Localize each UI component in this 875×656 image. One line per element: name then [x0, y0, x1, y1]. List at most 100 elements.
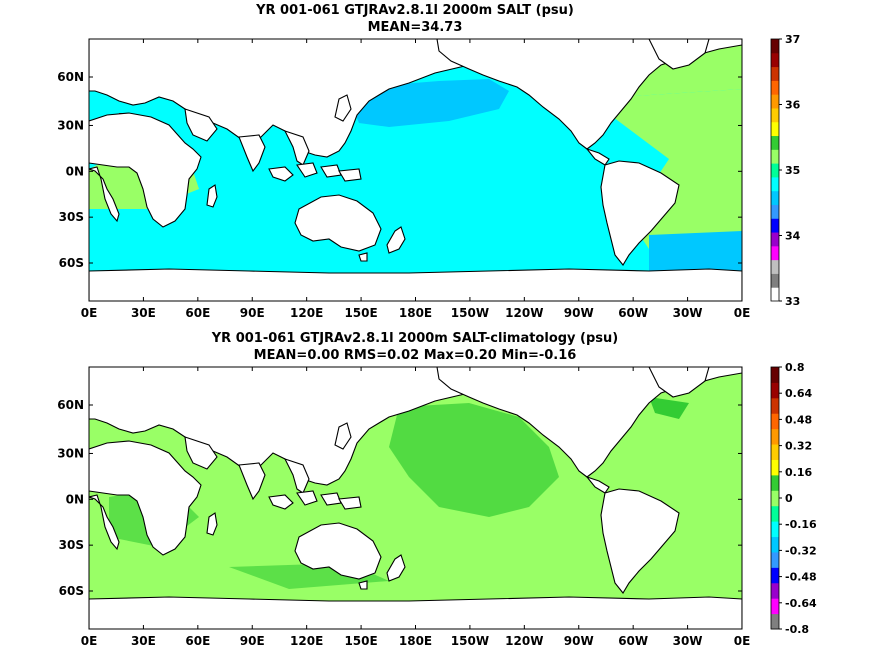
colorbar-swatch [771, 567, 779, 584]
colorbar-swatch [771, 413, 779, 430]
colorbar-label: 0.64 [785, 387, 812, 400]
panel2-anomaly-pacific [389, 403, 559, 517]
colorbar-swatch [771, 397, 779, 414]
colorbar-swatch [771, 80, 779, 95]
colorbar-swatch [771, 121, 779, 137]
axes-layer: 0E 30E 60E 90E 120E 150E 180E 150W 120W 90W 60W 30W… [57, 39, 750, 648]
x-tick-label: 90W [564, 306, 594, 320]
colorbar-swatch [771, 39, 779, 54]
colorbar-label: 0.16 [785, 466, 812, 479]
x-tick-label: 150W [451, 306, 489, 320]
colorbar-swatch [771, 490, 779, 507]
colorbar-swatch [771, 149, 779, 164]
x-tick-label: 30E [131, 306, 156, 320]
colorbar-swatch [771, 505, 779, 522]
colorbar-swatch [771, 287, 779, 302]
y-tick-label: 30S [59, 538, 84, 552]
y-tick-label: 60N [57, 398, 84, 412]
y-tick-label: 30S [59, 210, 84, 224]
colorbar-swatch [771, 232, 779, 247]
panel2-title-line1: YR 001-061 GTJRAv2.8.1l 2000m SALT-clima… [211, 331, 619, 346]
colorbar-swatch [771, 245, 779, 261]
y-tick-label: 0N [66, 164, 84, 178]
colorbar-label: 0.48 [785, 413, 812, 426]
colorbar-swatch [771, 94, 779, 109]
x-tick-label: 0E [734, 634, 751, 648]
x-tick-label: 150E [344, 634, 377, 648]
x-tick-label: 60E [185, 306, 210, 320]
colorbar-swatch [771, 613, 779, 630]
y-tick-label: 60S [59, 256, 84, 270]
colorbar-label: 0 [785, 492, 793, 505]
y-tick-label: 60N [57, 70, 84, 84]
colorbar-swatch [771, 598, 779, 615]
colorbar-layer: 37 36 35 34 33 0.8 0.64 0.48 0.32 0.16 0 -0.16 -0.32… [770, 33, 817, 636]
y-tick-label: 60S [59, 584, 84, 598]
x-tick-label: 0E [81, 634, 98, 648]
x-tick-label: 120E [290, 306, 323, 320]
panel1-title-line1: YR 001-061 GTJRAv2.8.1l 2000m SALT (psu) [256, 3, 574, 18]
x-tick-label: 30W [673, 306, 703, 320]
colorbar-label: -0.16 [785, 518, 817, 531]
colorbar-swatch [771, 204, 779, 219]
colorbar-swatch [771, 52, 779, 68]
panel2-anomaly-labrador [649, 397, 689, 419]
x-tick-label: 150E [344, 306, 377, 320]
x-tick-label: 60E [185, 634, 210, 648]
x-tick-label: 60W [618, 306, 648, 320]
colorbar-swatch [771, 582, 779, 599]
colorbar-swatch [771, 382, 779, 399]
panel2-title-line2: MEAN=0.00 RMS=0.02 Max=0.20 Min=-0.16 [253, 348, 577, 363]
colorbar-swatch [771, 551, 779, 568]
panel2-map [89, 367, 742, 629]
colorbar-swatch [771, 444, 779, 460]
colorbar-label: 33 [785, 295, 800, 308]
colorbar-swatch [771, 190, 779, 205]
colorbar-swatch [771, 107, 779, 123]
x-tick-label: 60W [618, 634, 648, 648]
colorbar-swatch [771, 66, 779, 81]
colorbar-label: 0.8 [785, 361, 805, 374]
colorbar-label: -0.8 [785, 623, 809, 636]
colorbar-label: 34 [785, 230, 801, 243]
panel1-north-pacific-fresh [349, 79, 509, 127]
x-tick-label: 180E [399, 634, 432, 648]
x-tick-label: 30W [673, 634, 703, 648]
colorbar-swatch [771, 135, 779, 150]
panel1-map [89, 39, 742, 301]
x-tick-label: 90E [240, 306, 265, 320]
x-tick-label: 120W [505, 306, 543, 320]
panel1-title-line2: MEAN=34.73 [367, 20, 463, 35]
x-tick-label: 90W [564, 634, 594, 648]
x-tick-label: 180E [399, 306, 432, 320]
colorbar-swatch [771, 474, 779, 491]
y-tick-label: 30N [57, 446, 84, 460]
colorbar-swatch [771, 163, 779, 178]
x-tick-label: 120W [505, 634, 543, 648]
x-tick-label: 90E [240, 634, 265, 648]
colorbar-label: -0.48 [785, 571, 817, 584]
x-tick-label: 30E [131, 634, 156, 648]
colorbar-swatch [771, 176, 779, 192]
y-tick-label: 30N [57, 118, 84, 132]
x-tick-label: 0E [734, 306, 751, 320]
x-tick-label: 0E [81, 306, 98, 320]
colorbar-swatch [771, 273, 779, 288]
colorbar-label: -0.32 [785, 544, 817, 557]
colorbar-label: -0.64 [785, 597, 817, 610]
colorbar-swatch [771, 459, 779, 476]
colorbar-swatch [771, 428, 779, 445]
colorbar-swatch [771, 218, 779, 233]
x-tick-label: 120E [290, 634, 323, 648]
colorbar-swatch [771, 259, 779, 274]
panel1-southern-fresh-region [649, 231, 742, 271]
x-tick-label: 150W [451, 634, 489, 648]
colorbar-swatch [771, 367, 779, 383]
colorbar-label: 37 [785, 33, 800, 46]
colorbar-label: 0.32 [785, 440, 812, 453]
y-tick-label: 0N [66, 492, 84, 506]
colorbar-swatch [771, 536, 779, 553]
colorbar-label: 36 [785, 99, 801, 112]
colorbar-label: 35 [785, 164, 800, 177]
